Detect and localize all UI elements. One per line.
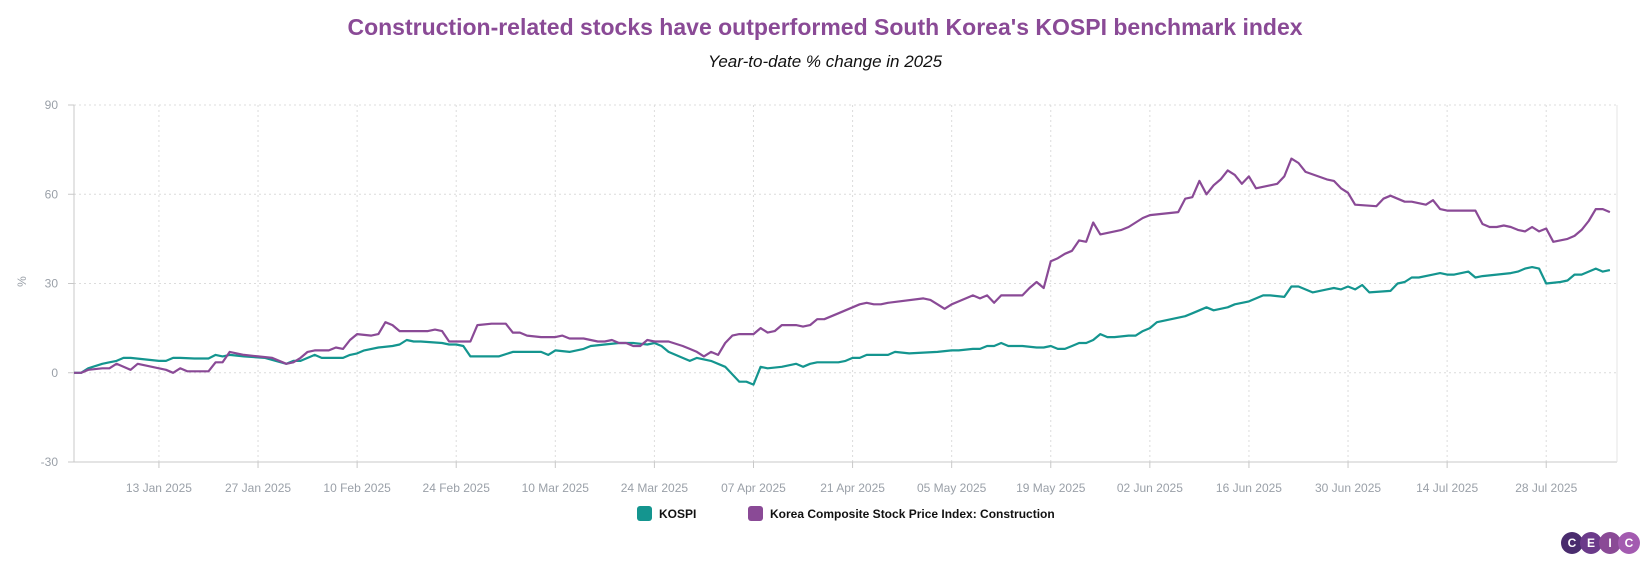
x-tick-label: 27 Jan 2025 (225, 481, 291, 495)
x-tick-label: 07 Apr 2025 (721, 481, 786, 495)
series-line-construction (74, 157, 1611, 374)
x-tick-label: 24 Mar 2025 (621, 481, 689, 495)
series-line-kospi (74, 266, 1611, 386)
ceic-logo: C E I C (1561, 532, 1640, 554)
legend-label-construction: Korea Composite Stock Price Index: Const… (770, 506, 1055, 521)
chart-subtitle: Year-to-date % change in 2025 (707, 52, 943, 71)
legend-item-construction[interactable]: Korea Composite Stock Price Index: Const… (748, 506, 1055, 521)
logo-letter: C (1618, 532, 1640, 554)
y-tick-label: 90 (45, 98, 59, 112)
chart-title: Construction-related stocks have outperf… (347, 14, 1303, 40)
x-tick-label: 28 Jul 2025 (1515, 481, 1577, 495)
x-tick-label: 21 Apr 2025 (820, 481, 885, 495)
x-tick-label: 16 Jun 2025 (1216, 481, 1282, 495)
logo-letter: C (1561, 532, 1583, 554)
x-tick-label: 14 Jul 2025 (1416, 481, 1478, 495)
legend-swatch-kospi (637, 506, 652, 521)
y-tick-label: 60 (45, 187, 59, 201)
x-tick-label: 10 Mar 2025 (522, 481, 590, 495)
legend-label-kospi: KOSPI (659, 506, 697, 521)
logo-letter: E (1580, 532, 1602, 554)
y-tick-label: 0 (51, 366, 58, 380)
logo-letter: I (1599, 532, 1621, 554)
legend-swatch-construction (748, 506, 763, 521)
x-tick-label: 30 Jun 2025 (1315, 481, 1381, 495)
line-chart: -30 0 30 60 90 13 Jan 2025 27 Jan 2025 10 Feb 2… (15, 98, 1618, 495)
legend: KOSPI Korea Composite Stock Price Index:… (0, 506, 1650, 526)
y-axis-label: % (15, 276, 29, 287)
x-tick-label: 19 May 2025 (1016, 481, 1086, 495)
legend-item-kospi[interactable]: KOSPI (637, 506, 696, 521)
y-tick-label: 30 (45, 277, 59, 291)
x-tick-label: 10 Feb 2025 (323, 481, 391, 495)
x-tick-label: 13 Jan 2025 (126, 481, 192, 495)
x-tick-label: 24 Feb 2025 (423, 481, 491, 495)
x-tick-label: 05 May 2025 (917, 481, 987, 495)
y-tick-label: -30 (41, 455, 59, 469)
x-tick-label: 02 Jun 2025 (1117, 481, 1183, 495)
